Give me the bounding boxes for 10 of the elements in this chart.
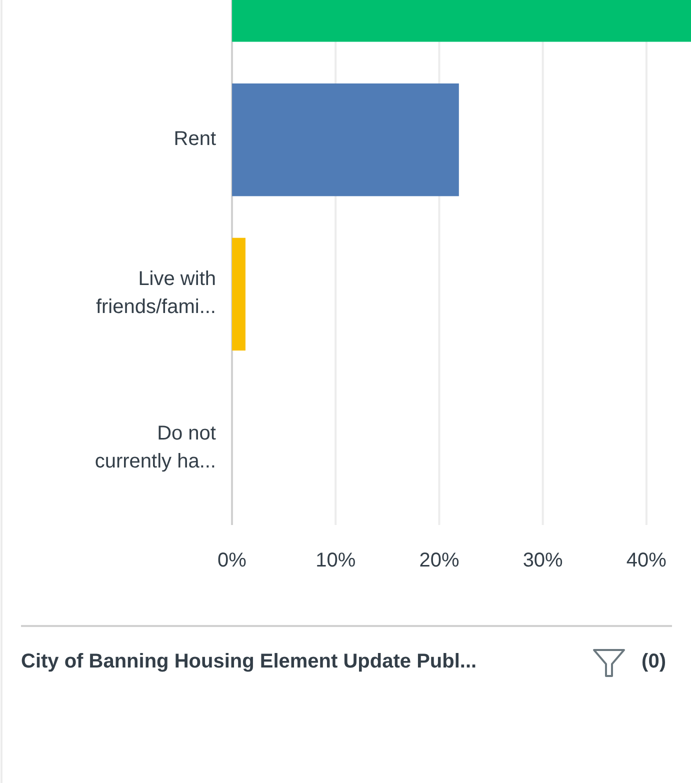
x-tick-label: 20% — [419, 549, 460, 572]
y-tick-label: Do not currently ha... — [94, 422, 216, 473]
text: (0) — [642, 650, 666, 672]
text: City of Banning Housing Element Update Publ... — [21, 650, 477, 672]
x-tick-label: 0% — [218, 549, 247, 572]
x-tick-label: 30% — [522, 549, 564, 572]
y-tick-label: Rent — [174, 128, 216, 150]
x-tick-label: 40% — [626, 549, 667, 572]
y-tick-label: Live with friends/fami... — [96, 268, 216, 318]
x-tick-label: 10% — [316, 549, 356, 572]
